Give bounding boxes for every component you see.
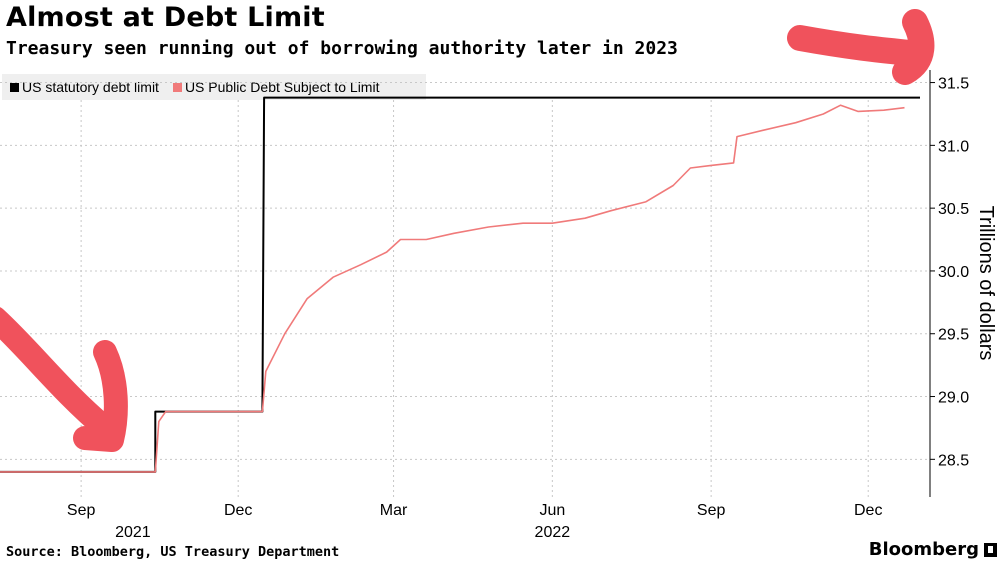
y-tick-label: 28.5 xyxy=(938,452,969,469)
x-year-label: 2021 xyxy=(115,524,151,541)
x-tick-label: Dec xyxy=(854,502,882,519)
legend-swatch-limit xyxy=(10,82,19,92)
series-group xyxy=(0,96,920,473)
series-line-public-debt xyxy=(0,104,905,473)
x-tick-label: Jun xyxy=(539,502,565,519)
brand-logo: Bloomberg xyxy=(869,539,997,560)
bloomberg-icon xyxy=(984,542,997,557)
chart-subtitle: Treasury seen running out of borrowing a… xyxy=(6,38,678,59)
annotation-arrow-bottom xyxy=(0,307,128,452)
y-tick-label: 29.0 xyxy=(938,390,969,407)
chart-title: Almost at Debt Limit xyxy=(6,2,325,33)
annotation-arrow-top xyxy=(787,9,935,85)
x-tick-labels: Sep Dec Mar Jun Sep Dec 2021 2022 xyxy=(67,502,883,541)
brand-name: Bloomberg xyxy=(868,539,979,560)
legend-swatch-debt xyxy=(172,82,182,92)
x-tick-label: Dec xyxy=(224,502,252,519)
source-note: Source: Bloomberg, US Treasury Departmen… xyxy=(6,544,340,560)
x-tick-label: Sep xyxy=(67,502,96,519)
series-line-debt-limit xyxy=(0,96,920,473)
y-tick-label: 30.0 xyxy=(938,264,969,281)
x-tick-label: Sep xyxy=(697,502,726,519)
y-tick-label: 30.5 xyxy=(938,201,969,218)
annotations xyxy=(0,9,935,452)
y-tick-label: 31.0 xyxy=(938,138,969,155)
y-tick-labels: 28.5 29.0 29.5 30.0 30.5 31.0 31.5 xyxy=(930,76,969,469)
grid xyxy=(0,82,930,497)
y-axis-label: Trillions of dollars xyxy=(975,206,997,361)
x-year-label: 2022 xyxy=(535,524,571,541)
x-tick-label: Mar xyxy=(380,502,408,519)
y-tick-label: 29.5 xyxy=(938,327,969,344)
y-tick-label: 31.5 xyxy=(938,76,969,93)
